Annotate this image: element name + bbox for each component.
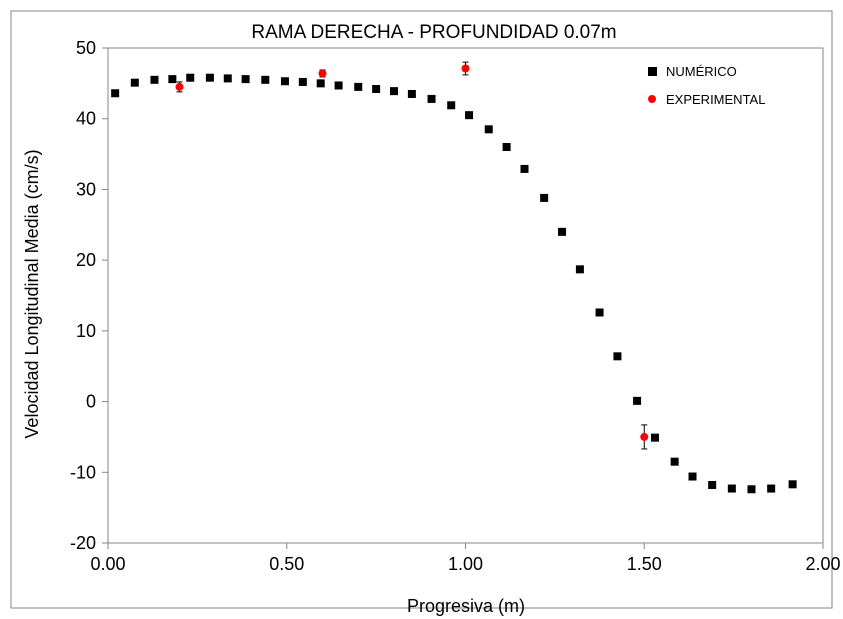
numerico-point [633, 396, 642, 405]
plot-border [107, 47, 824, 544]
numerico-point [168, 75, 177, 84]
numerico-point [688, 472, 697, 481]
numerico-point [788, 480, 797, 489]
experimental-point [175, 82, 184, 91]
numerico-point [520, 164, 529, 173]
numerico-point [130, 78, 139, 87]
legend: NUMÉRICO EXPERIMENTAL [648, 64, 765, 107]
numerico-point [484, 125, 493, 134]
y-tick-label: -20 [70, 533, 96, 553]
experimental-point [461, 64, 470, 73]
numerico-point [150, 75, 159, 84]
numerico-point [354, 82, 363, 91]
numerico-point [747, 485, 756, 494]
numerico-point [708, 481, 717, 490]
x-axis: 0.00 0.50 1.00 1.50 2.00 [90, 543, 841, 574]
x-tick-label: 1.00 [448, 554, 483, 574]
numerico-point [427, 94, 436, 103]
numerico-point [390, 87, 398, 96]
y-tick-label: 50 [76, 38, 96, 58]
numerico-point [298, 77, 307, 86]
numerico-point [186, 73, 195, 82]
numerico-point [372, 85, 381, 94]
y-tick-label: 20 [76, 250, 96, 270]
legend-label-experimental: EXPERIMENTAL [666, 92, 765, 107]
x-tick-label: 0.50 [269, 554, 304, 574]
numerico-point [223, 74, 232, 83]
y-tick-label: 10 [76, 321, 96, 341]
numerico-point [767, 484, 776, 493]
legend-label-numerico: NUMÉRICO [666, 64, 737, 79]
numerico-point [650, 433, 659, 442]
numerico-point [595, 308, 604, 317]
numerico-point [465, 111, 474, 120]
x-tick-label: 2.00 [805, 554, 840, 574]
numerico-point [334, 81, 343, 90]
y-axis-title: Velocidad Longitudinal Media (cm/s) [22, 149, 42, 438]
series-numerico [111, 73, 797, 494]
numerico-point [261, 75, 270, 84]
numerico-point [727, 484, 736, 493]
numerico-point [407, 89, 416, 98]
x-axis-title: Progresiva (m) [407, 596, 525, 616]
y-axis: -20 -10 0 10 20 30 40 50 [70, 38, 108, 553]
legend-marker-numerico [648, 67, 657, 76]
numerico-point [613, 352, 622, 361]
numerico-point [575, 265, 584, 274]
y-tick-label: 30 [76, 179, 96, 199]
y-tick-label: 0 [86, 392, 96, 412]
y-tick-label: 40 [76, 109, 96, 129]
numerico-point [316, 79, 325, 88]
numerico-point [670, 457, 679, 466]
x-tick-label: 0.00 [90, 554, 125, 574]
legend-marker-experimental [648, 95, 656, 103]
numerico-point [241, 75, 250, 84]
chart-title: RAMA DERECHA - PROFUNDIDAD 0.07m [251, 22, 616, 43]
numerico-point [540, 193, 549, 202]
y-tick-label: -10 [70, 462, 96, 482]
numerico-point [280, 77, 289, 86]
x-tick-label: 1.50 [627, 554, 662, 574]
numerico-point [205, 73, 214, 82]
numerico-point [502, 143, 511, 151]
experimental-point [640, 432, 649, 441]
series-experimental [175, 61, 649, 450]
numerico-point [447, 101, 456, 110]
numerico-point [558, 227, 567, 236]
experimental-point [318, 69, 327, 78]
numerico-point [111, 89, 120, 98]
chart-border [10, 10, 833, 609]
